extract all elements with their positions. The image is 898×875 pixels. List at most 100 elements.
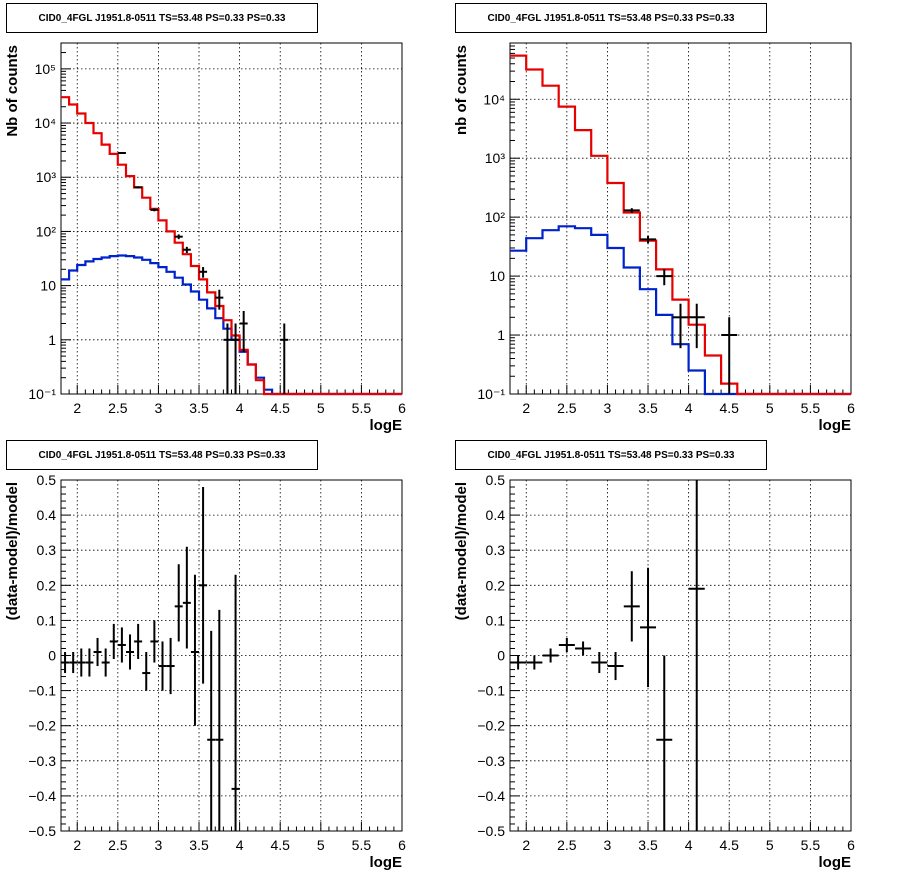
- x-tick-label: 2.5: [108, 400, 128, 416]
- residual-point: [109, 623, 118, 660]
- x-axis-label: logE: [370, 854, 403, 871]
- residual-point: [166, 637, 175, 695]
- residual-point: [542, 648, 559, 663]
- y-tick-label: −0.5: [28, 823, 56, 839]
- y-tick-label: 0.1: [37, 612, 57, 628]
- x-axis-label: logE: [370, 417, 403, 434]
- data-point: [688, 303, 705, 349]
- x-tick-label: 3.5: [189, 837, 209, 853]
- y-tick-label: −0.4: [477, 788, 505, 804]
- y-tick-label: −0.3: [477, 753, 505, 769]
- y-tick-label: −0.1: [28, 683, 56, 699]
- y-tick-label: 10: [40, 278, 56, 294]
- y-tick-label: 10²: [36, 223, 57, 239]
- residual-point: [69, 651, 78, 674]
- total-model-line: [61, 96, 402, 396]
- y-tick-label: 0.1: [486, 612, 506, 628]
- residual-point: [688, 480, 705, 831]
- x-tick-label: 3.5: [638, 837, 658, 853]
- x-tick-label: 4.5: [719, 400, 739, 416]
- residual-point: [150, 620, 159, 663]
- data-point: [182, 246, 191, 253]
- counts-plot-right: 2 2.5 3 3.5 4 4.5 5 5.5 6 10⁻¹ 1 10 10² 10³ 10⁴ logE nb …: [453, 42, 855, 434]
- x-tick-label: 4.5: [719, 837, 739, 853]
- residual-point: [510, 655, 527, 670]
- residual-point: [93, 637, 102, 667]
- x-tick-label: 5.5: [352, 400, 372, 416]
- x-tick-label: 3: [604, 837, 612, 853]
- y-tick-label: −0.3: [28, 753, 56, 769]
- residual-point: [190, 574, 199, 726]
- x-tick-label: 3: [604, 400, 612, 416]
- data-point: [239, 311, 248, 352]
- y-tick-label: 0: [48, 648, 56, 664]
- x-tick-label: 5.5: [352, 837, 372, 853]
- x-tick-label: 6: [398, 837, 406, 853]
- total-model-line: [510, 54, 851, 396]
- y-tick-label: 10: [489, 268, 505, 284]
- data-point: [640, 235, 657, 244]
- grid: [510, 479, 852, 832]
- x-tick-label: 4: [236, 400, 244, 416]
- y-tick-label: 0.4: [486, 507, 506, 523]
- residual-point: [623, 571, 640, 642]
- x-tick-label: 4.5: [270, 400, 290, 416]
- y-axis-label: (data-model)/model: [453, 482, 470, 620]
- x-tick-label: 2: [522, 400, 530, 416]
- residual-point: [199, 487, 208, 684]
- residual-point: [640, 567, 657, 688]
- data-point: [199, 267, 208, 278]
- y-axis-label: (data-model)/model: [4, 482, 21, 620]
- panel-title: CID0_4FGL J1951.8-0511 TS=53.48 PS=0.33 …: [455, 3, 767, 33]
- x-tick-label: 2: [522, 837, 530, 853]
- x-tick-label: 6: [847, 837, 855, 853]
- y-axis-label: Nb of counts: [4, 45, 21, 137]
- x-tick-label: 6: [847, 400, 855, 416]
- residual-point: [77, 648, 86, 677]
- y-tick-label: 0.5: [486, 472, 506, 488]
- residual-point: [142, 651, 151, 691]
- residual-point: [182, 546, 191, 649]
- y-tick-label: 10⁻¹: [28, 386, 56, 402]
- x-tick-label: 5: [766, 837, 774, 853]
- x-tick-label: 5.5: [801, 400, 821, 416]
- residual-point: [591, 651, 608, 674]
- data-point: [721, 317, 738, 394]
- residual-point: [207, 630, 216, 831]
- y-tick-label: 10⁴: [483, 91, 505, 107]
- panel-title: CID0_4FGL J1951.8-0511 TS=53.48 PS=0.33 …: [455, 440, 767, 470]
- x-tick-label: 2.5: [557, 400, 577, 416]
- data-point: [672, 303, 689, 349]
- data-point: [623, 208, 640, 213]
- y-tick-label: 10³: [36, 169, 57, 185]
- x-tick-label: 5.5: [801, 837, 821, 853]
- residual-plot-right: 2 2.5 3 3.5 4 4.5 5 5.5 6 −0.5 −0.4 −0.3 −0.2 −0.1 0 0.…: [453, 472, 855, 871]
- residual-point: [231, 574, 240, 831]
- data-point: [656, 269, 673, 286]
- panel-bottom-left: 2 2.5 3 3.5 4 4.5 5 5.5 6 −0.5 −0.4 −0.3 −0.2 −0.1 0 0.…: [0, 437, 449, 875]
- x-tick-label: 6: [398, 400, 406, 416]
- residual-plot-left: 2 2.5 3 3.5 4 4.5 5 5.5 6 −0.5 −0.4 −0.3 −0.2 −0.1 0 0.…: [4, 472, 406, 871]
- y-tick-label: 0.2: [37, 577, 57, 593]
- x-tick-label: 4: [685, 400, 693, 416]
- x-tick-label: 4.5: [270, 837, 290, 853]
- counts-plot-left: 2 2.5 3 3.5 4 4.5 5 5.5 6 10⁻¹ 1 10 10² 10³ 10⁴ 10⁵ logE…: [4, 42, 406, 434]
- grid: [61, 479, 403, 832]
- plot-frame: [509, 479, 852, 832]
- data-point: [134, 186, 143, 189]
- x-tick-label: 2.5: [108, 837, 128, 853]
- data-point: [117, 152, 126, 155]
- x-tick-label: 4: [236, 837, 244, 853]
- y-tick-label: −0.1: [477, 683, 505, 699]
- data-point: [231, 323, 240, 394]
- y-tick-label: −0.2: [28, 718, 56, 734]
- y-tick-label: 0.4: [37, 507, 57, 523]
- y-tick-label: 10⁴: [34, 115, 56, 131]
- residual-point: [158, 641, 167, 691]
- residual-point: [575, 641, 592, 656]
- panel-title: CID0_4FGL J1951.8-0511 TS=53.48 PS=0.33 …: [6, 3, 318, 33]
- y-tick-label: 0: [497, 648, 505, 664]
- y-tick-label: 0.2: [486, 577, 506, 593]
- y-tick-label: 10²: [485, 209, 506, 225]
